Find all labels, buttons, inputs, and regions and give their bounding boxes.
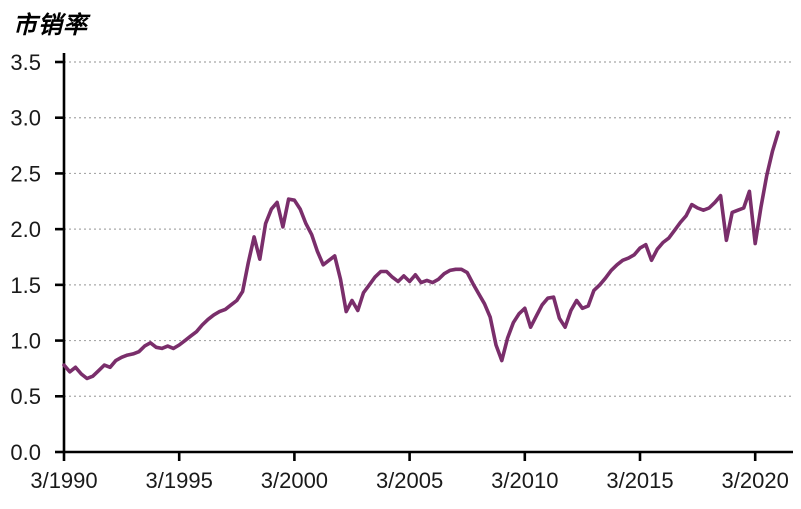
x-tick-label: 3/2000 [261, 468, 328, 493]
y-tick-label: 3.5 [10, 50, 41, 75]
x-tick-label: 3/2005 [376, 468, 443, 493]
x-tick-label: 3/2020 [722, 468, 789, 493]
y-tick-label: 0.0 [10, 440, 41, 465]
y-tick-label: 0.5 [10, 384, 41, 409]
y-tick-label: 2.5 [10, 161, 41, 186]
x-tick-label: 3/1995 [146, 468, 213, 493]
y-tick-label: 3.0 [10, 106, 41, 131]
y-tick-label: 1.5 [10, 273, 41, 298]
series-line-ps-ratio [62, 130, 780, 381]
x-tick-label: 3/2010 [491, 468, 558, 493]
y-tick-label: 1.0 [10, 328, 41, 353]
chart-title: 市销率 [13, 12, 88, 39]
x-tick-label: 3/2015 [606, 468, 673, 493]
x-tick-label: 3/1990 [30, 468, 97, 493]
y-tick-label: 2.0 [10, 217, 41, 242]
